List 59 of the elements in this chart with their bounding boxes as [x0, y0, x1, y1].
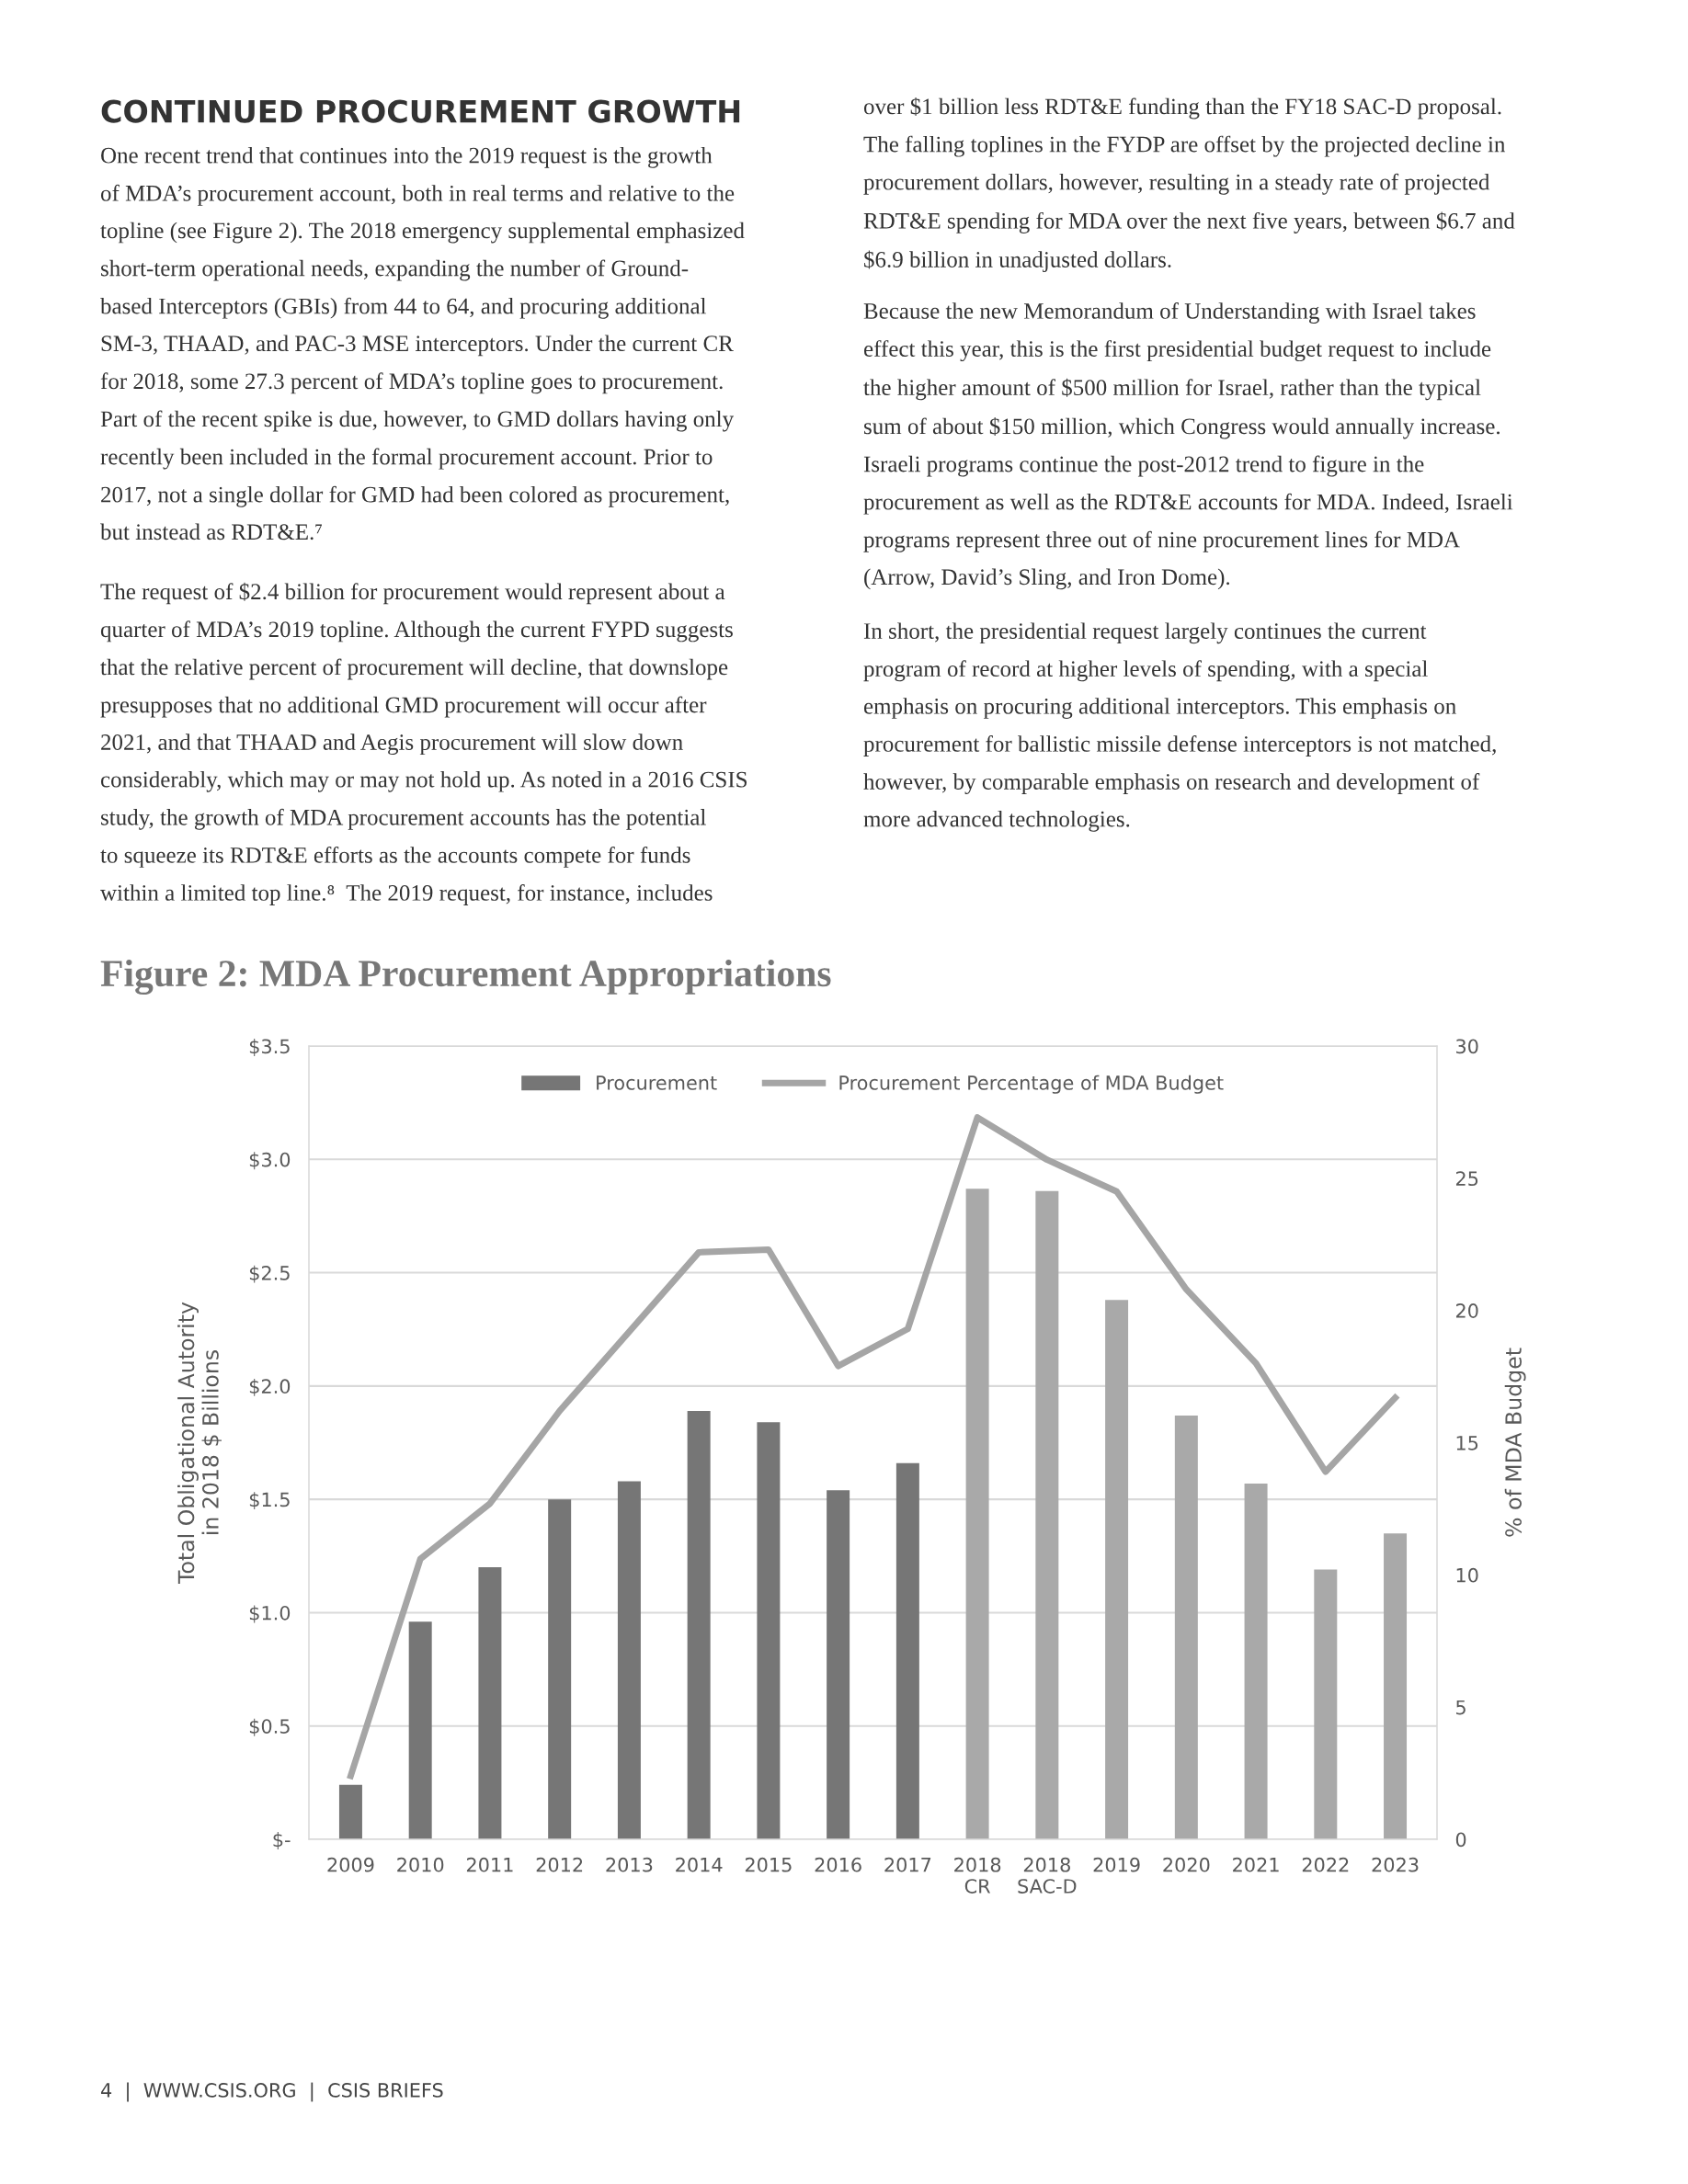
bar — [1244, 1483, 1268, 1839]
x-tick-label: 2018 CR — [954, 1857, 1001, 1894]
x-tick-label: 2012 — [536, 1857, 583, 1872]
bar — [338, 1784, 362, 1839]
y2-tick-label: 30 — [1456, 1039, 1478, 1054]
y2-tick-label: 5 — [1456, 1700, 1466, 1715]
y2-tick-label: 25 — [1455, 1171, 1478, 1187]
y-tick-label: $3.0 — [249, 1152, 291, 1170]
y-tick-label: $1.5 — [249, 1492, 290, 1510]
x-tick-label: 2009 — [327, 1857, 374, 1872]
y2-axis-title: % of MDA Budget — [1504, 1348, 1526, 1537]
x-tick-label: 2019 — [1093, 1857, 1140, 1872]
legend-label: Procurement — [597, 1075, 717, 1090]
x-tick-label: 2017 — [884, 1857, 931, 1872]
bar — [548, 1499, 572, 1839]
legend-label: Procurement Percentage of MDA Budget — [839, 1075, 1224, 1094]
x-tick-label: 2022 — [1302, 1857, 1349, 1872]
x-tick-label: 2014 — [676, 1857, 723, 1872]
bar — [1105, 1300, 1129, 1839]
bar — [478, 1567, 502, 1839]
x-tick-label: 2018 SAC-D — [1018, 1857, 1077, 1894]
bar — [895, 1462, 919, 1839]
text: over $1 billion less RDT&E funding than the FY18 SAC-D proposal. The falling toplines in the FYDP are offset by the projected decline in procurement dollars, however, resulting in a steady rate of projected RDT&E spending for MDA over the next five years, between $6.7 and $6.9 billion in unadjusted dollars. — [863, 97, 1515, 272]
text: CONTINUED PROCUREMENT GROWTH — [101, 99, 740, 123]
bar — [827, 1490, 850, 1839]
y2-tick-label: 15 — [1456, 1436, 1478, 1450]
y-axis-title: Total Obligational Autority in 2018 $ Billions — [177, 1302, 222, 1585]
text: One recent trend that continues into the 2019 request is the growth of MDA’s procurement account, both in real terms and relative to the topline (see Figure 2). The 2018 emergency supplemental emphasized short-term operational needs, expanding the number of Ground- based Interceptors (GBIs) from 44 to 64, and procuring additional SM-3, THAAD, and PAC-3 MSE interceptors. Under the current CR for 2018, some 27.3 percent of MDA’s topline goes to procurement. Part of the recent spike is due, however, to GMD dollars having only recently been included in the formal procurement account. Prior to 2017, not a single dollar for GMD had been colored as procurement, but instead as RDT&E.⁷ — [100, 147, 745, 540]
y-tick-label: $1.0 — [249, 1605, 291, 1623]
y2-tick-label: 0 — [1455, 1832, 1466, 1848]
bar — [1384, 1533, 1408, 1839]
y-tick-label: $2.0 — [249, 1378, 291, 1396]
y2-tick-label: 10 — [1456, 1567, 1478, 1583]
x-tick-label: 2011 — [466, 1857, 513, 1872]
x-tick-label: 2015 — [745, 1857, 792, 1872]
y-tick-label: $3.5 — [249, 1039, 290, 1056]
text: 4 | WWW.CSIS.ORG | CSIS BRIEFS — [101, 2082, 443, 2102]
y-tick-label: $2.5 — [249, 1265, 290, 1283]
bar — [687, 1410, 711, 1839]
bar — [1174, 1415, 1198, 1839]
chart-title: Figure 2: MDA Procurement Appropriations — [100, 959, 831, 995]
bar — [408, 1621, 432, 1839]
y-tick-label: $- — [273, 1832, 291, 1849]
x-tick-label: 2023 — [1372, 1857, 1419, 1872]
x-tick-label: 2020 — [1163, 1857, 1210, 1872]
y-tick-label: $0.5 — [249, 1718, 290, 1736]
x-tick-label: 2021 — [1233, 1857, 1279, 1872]
bar — [1035, 1190, 1059, 1839]
bar — [617, 1481, 641, 1839]
bar — [757, 1422, 781, 1839]
x-tick-label: 2010 — [397, 1857, 444, 1872]
text: Because the new Memorandum of Understanding with Israel takes effect this year, this is the first presidential budget request to include the higher amount of $500 million for Israel, rather than the typical sum of about $150 million, which Congress would annually increase. Israeli programs continue the post-2012 trend to figure in the procurement as well as the RDT&E accounts for MDA. Indeed, Israeli programs represent three out of nine procurement lines for MDA (Arrow, David’s Sling, and Iron Dome). — [863, 302, 1513, 590]
bar — [965, 1189, 989, 1839]
x-tick-label: 2016 — [815, 1857, 861, 1872]
text: In short, the presidential request largely continues the current program of record at higher levels of spending, with a special emphasis on procuring additional interceptors. This emphasis on procurement for ballistic missile defense interceptors is not matched, however, by comparable emphasis on research and development of more advanced technologies. — [863, 622, 1496, 832]
y2-tick-label: 20 — [1455, 1303, 1478, 1318]
text: The request of $2.4 billion for procurement would represent about a quarter of MDA’s 2019 topline. Although the current FYPD suggests that the relative percent of procurement will decline, that downslope presupposes that no additional GMD procurement will occur after 2021, and that THAAD and Aegis procurement will slow down considerably, which may or may not hold up. As noted in a 2016 CSIS study, the growth of MDA procurement accounts has the potential to squeeze its RDT&E efforts as the accounts compete for funds within a limited top line.⁸ The 2019 request, for instance, includes — [100, 582, 747, 905]
bar — [1314, 1569, 1338, 1839]
x-tick-label: 2013 — [606, 1857, 653, 1872]
